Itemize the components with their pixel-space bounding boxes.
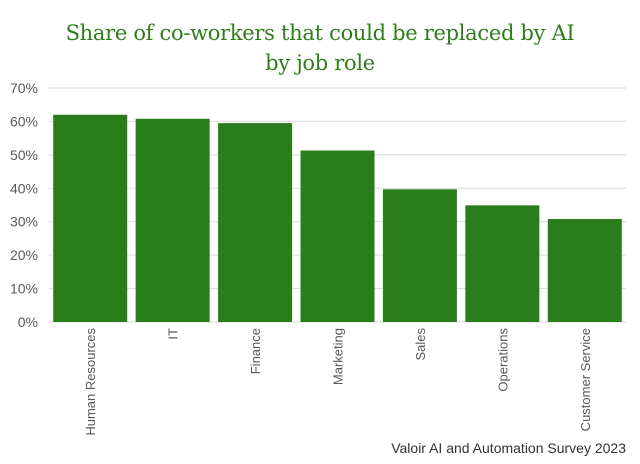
y-tick-label: 50%: [10, 147, 38, 163]
y-tick-label: 0%: [18, 314, 38, 330]
bar: [135, 118, 210, 322]
x-tick-label: Operations: [495, 328, 510, 392]
x-tick-label: IT: [166, 328, 181, 340]
bar: [547, 219, 622, 322]
chart-title-line-2: by job role: [265, 51, 375, 75]
chart-title: Share of co-workers that could be replac…: [0, 18, 640, 78]
x-tick-label: Marketing: [331, 328, 346, 385]
x-tick-label: Human Resources: [83, 328, 98, 436]
y-tick-label: 60%: [10, 113, 38, 129]
x-tick-label: Finance: [248, 328, 263, 374]
bar: [218, 123, 293, 322]
y-tick-label: 20%: [10, 247, 38, 263]
y-tick-label: 70%: [10, 80, 38, 96]
y-tick-label: 10%: [10, 281, 38, 297]
bar: [53, 114, 128, 322]
x-tick-label: Sales: [413, 328, 428, 361]
y-tick-label: 30%: [10, 214, 38, 230]
chart-title-line-1: Share of co-workers that could be replac…: [65, 21, 575, 45]
bar: [465, 205, 540, 322]
y-tick-label: 40%: [10, 180, 38, 196]
bar: [300, 150, 375, 322]
source-note: Valoir AI and Automation Survey 2023: [391, 440, 626, 456]
bar: [382, 189, 457, 322]
x-tick-label: Customer Service: [578, 328, 593, 431]
